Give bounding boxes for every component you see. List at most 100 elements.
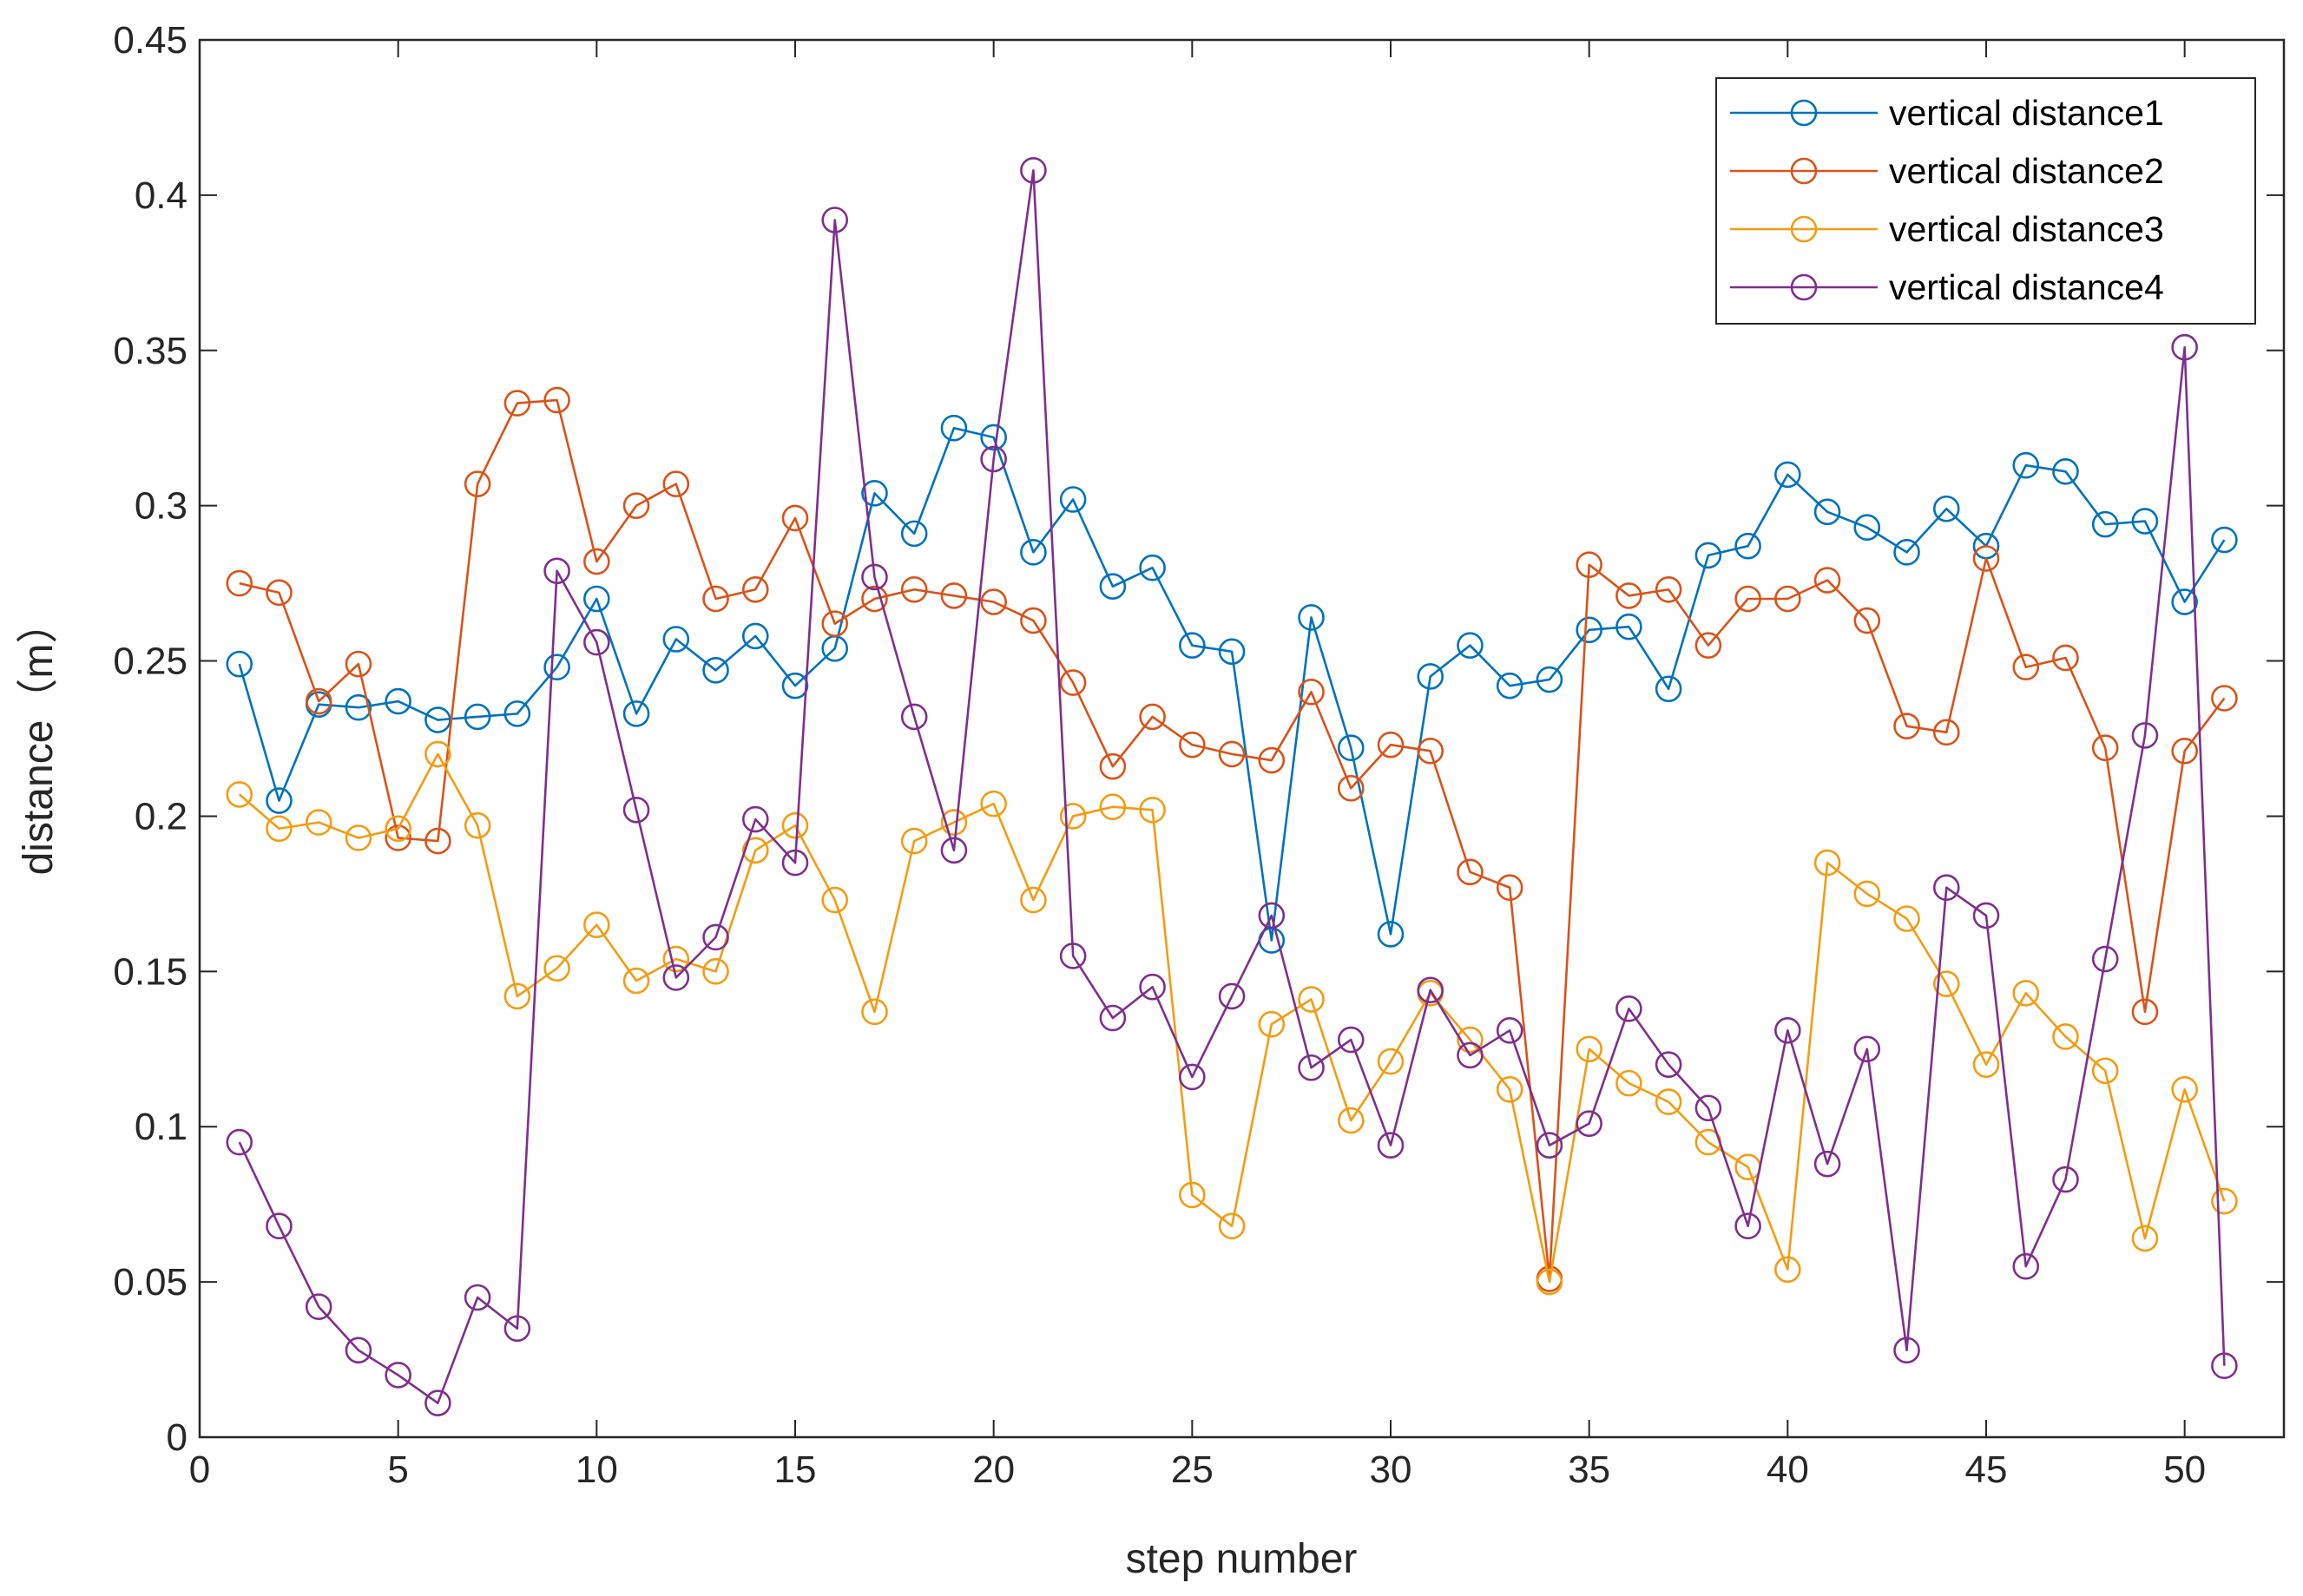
data-point: [781, 504, 809, 532]
data-point: [662, 626, 690, 653]
data-point: [543, 386, 570, 414]
data-point: [1576, 616, 1602, 644]
data-point: [1536, 1132, 1563, 1159]
series-4: [226, 156, 2238, 1416]
data-point: [503, 390, 531, 417]
data-point: [1972, 1051, 2000, 1078]
data-point: [266, 815, 293, 843]
data-point: [2091, 734, 2119, 762]
data-point: [980, 790, 1007, 818]
series-3: [226, 740, 2238, 1296]
data-point: [741, 805, 769, 833]
data-point: [1059, 669, 1087, 696]
data-point: [1932, 970, 1960, 997]
data-point: [1417, 738, 1444, 765]
data-point: [345, 650, 372, 678]
data-point: [1139, 796, 1166, 824]
data-point: [2131, 998, 2159, 1026]
data-point: [662, 470, 690, 497]
data-point: [1932, 719, 1960, 746]
data-point: [940, 809, 968, 836]
data-point: [1218, 740, 1246, 768]
legend-box: [1715, 77, 2256, 325]
data-point: [2052, 458, 2079, 485]
data-point: [1337, 1026, 1365, 1054]
data-point: [1655, 1088, 1682, 1115]
x-tick-label: 20: [972, 1448, 1015, 1491]
data-point: [1059, 486, 1087, 513]
legend-marker: [1790, 99, 1818, 127]
data-point: [1020, 156, 1047, 184]
data-point: [702, 958, 729, 985]
data-point: [1020, 539, 1047, 566]
data-point: [1774, 1017, 1801, 1044]
plot-area-border: [198, 38, 2286, 1439]
data-point: [980, 588, 1007, 615]
data-point: [2052, 1166, 2079, 1193]
data-point: [900, 575, 928, 603]
y-axis-title: distance（m）: [16, 602, 62, 876]
data-point: [1298, 986, 1325, 1013]
data-point: [266, 787, 293, 814]
data-point: [2091, 945, 2119, 973]
y-tick-label: 0.05: [113, 1261, 188, 1304]
data-point: [424, 1389, 451, 1416]
x-tick-label: 15: [774, 1448, 817, 1491]
data-point: [1417, 976, 1444, 1004]
data-point: [424, 827, 451, 855]
data-point: [821, 610, 849, 637]
series-line: [238, 168, 2226, 1404]
data-point: [1893, 539, 1920, 566]
data-point: [2091, 510, 2119, 538]
data-point: [2012, 980, 2040, 1007]
data-point: [2052, 1023, 2079, 1050]
data-point: [861, 998, 888, 1026]
series-line: [238, 426, 2226, 942]
x-tick-label: 5: [387, 1448, 408, 1491]
data-point: [1020, 607, 1047, 634]
data-point: [503, 1315, 531, 1343]
data-point: [305, 809, 332, 836]
data-point: [1377, 731, 1405, 759]
data-point: [1179, 1063, 1206, 1091]
x-tick-label: 50: [2163, 1448, 2206, 1491]
data-point: [1655, 575, 1682, 603]
data-point: [503, 700, 531, 727]
data-point: [900, 827, 928, 855]
data-point: [2012, 654, 2040, 681]
data-point: [1337, 1107, 1365, 1134]
data-point: [1694, 542, 1722, 569]
data-point: [702, 923, 729, 951]
data-point: [424, 740, 451, 768]
data-point: [1179, 1181, 1206, 1209]
y-tick-label: 0.35: [113, 330, 188, 372]
data-point: [1457, 1041, 1484, 1069]
data-point: [1099, 573, 1127, 600]
data-point: [702, 656, 729, 684]
data-point: [1536, 666, 1563, 693]
data-point: [900, 703, 928, 731]
data-point: [1972, 902, 2000, 929]
data-point: [1893, 1337, 1920, 1364]
data-point: [622, 492, 650, 519]
data-point: [741, 575, 769, 603]
data-point: [1417, 663, 1444, 690]
data-point: [1536, 1268, 1563, 1296]
x-tick-labels: 0 5 10 15 20 25 30 35 40 45 50: [189, 1448, 2206, 1491]
data-point: [2091, 1057, 2119, 1085]
data-point: [861, 563, 888, 591]
data-point: [1218, 638, 1246, 666]
data-point: [385, 1362, 411, 1389]
legend: vertical distance1 vertical distance2 vert…: [1715, 77, 2256, 325]
data-point: [345, 693, 372, 721]
data-point: [2211, 1352, 2238, 1380]
data-point: [2131, 722, 2159, 749]
data-point: [305, 1293, 332, 1321]
data-point: [1615, 613, 1642, 640]
x-tick-label: 10: [576, 1448, 618, 1491]
y-tick-label: 0.45: [113, 19, 188, 62]
data-point: [464, 703, 491, 731]
data-point: [1496, 672, 1523, 699]
legend-label: vertical distance2: [1889, 151, 2164, 191]
